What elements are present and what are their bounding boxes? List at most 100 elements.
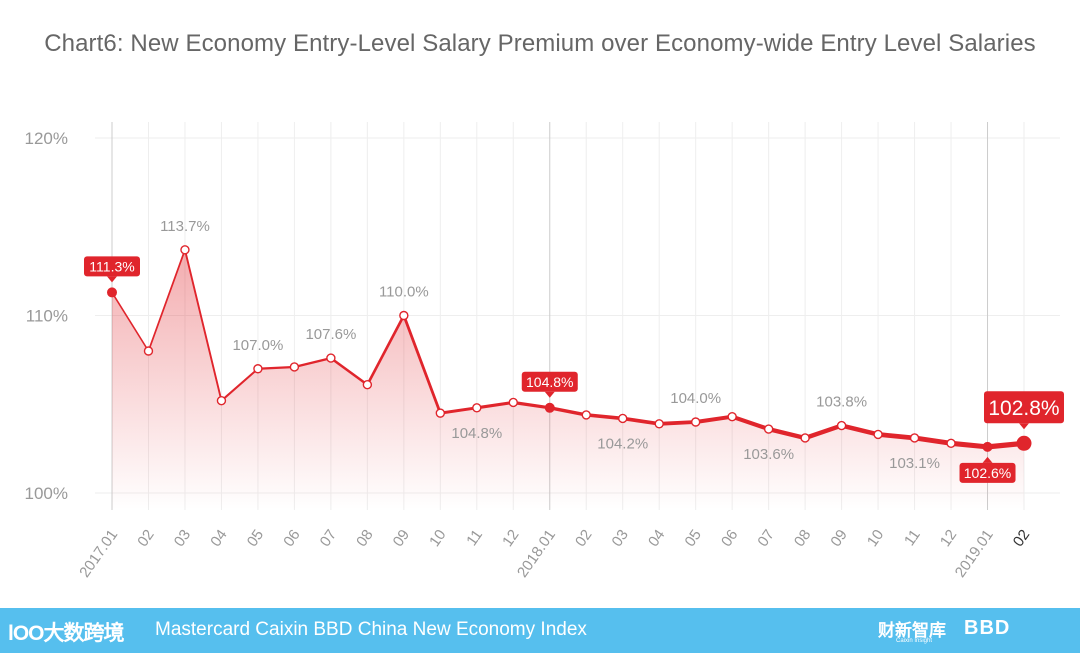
- x-tick-label: 03: [171, 527, 194, 550]
- data-point: [836, 420, 847, 431]
- x-tick-label: 05: [681, 527, 704, 550]
- data-label-badge: [959, 462, 1016, 483]
- dashuju-logo: lOO大数跨境: [8, 622, 125, 645]
- x-tick-label: 09: [390, 527, 413, 550]
- data-label: 104.0%: [670, 390, 721, 407]
- data-label-badge-pointer: [982, 456, 993, 463]
- x-tick-label: 08: [791, 527, 814, 550]
- data-point: [253, 364, 263, 374]
- x-tick-label: 04: [207, 527, 230, 550]
- x-tick-label: 09: [827, 527, 850, 550]
- data-points: [107, 245, 1032, 452]
- x-tick-label: 10: [864, 527, 887, 550]
- x-tick-label: 06: [718, 527, 741, 550]
- data-point: [289, 362, 300, 372]
- y-tick-label: 110%: [26, 307, 68, 326]
- line-segment: [657, 420, 698, 426]
- x-tick-label: 05: [244, 527, 267, 550]
- data-label-badge-pointer: [1019, 423, 1029, 430]
- footer-bar: lOO大数跨境 Mastercard Caixin BBD China New …: [0, 608, 1080, 653]
- x-tick-label: 2018.01: [514, 527, 559, 581]
- x-tick-label: 04: [645, 527, 668, 550]
- y-tick-label: 100%: [25, 484, 68, 503]
- line-segment: [584, 413, 625, 421]
- line-segment: [184, 248, 223, 402]
- bbd-logo: BBD: [964, 617, 1011, 639]
- line-segment: [475, 400, 515, 410]
- line-segment: [766, 426, 808, 441]
- area-path: [112, 249, 1024, 510]
- series-line: [111, 248, 1027, 450]
- data-point: [216, 396, 227, 406]
- data-point: [143, 346, 154, 356]
- chart-title: Chart6: New Economy Entry-Level Salary P…: [44, 30, 1036, 57]
- data-label-badge: [521, 371, 578, 392]
- data-point: [362, 380, 373, 390]
- line-segment: [111, 291, 150, 352]
- x-tick-label: 12: [937, 527, 960, 550]
- data-point: [618, 413, 628, 424]
- caixin-logo-subtitle: Caixin Insight: [896, 638, 933, 644]
- data-label: 104.8%: [526, 374, 573, 390]
- x-tick-label: 03: [608, 527, 631, 550]
- data-point: [472, 403, 482, 413]
- data-label: 113.7%: [160, 218, 210, 235]
- data-point: [326, 353, 336, 363]
- data-point: [690, 417, 701, 427]
- data-point: [763, 424, 774, 434]
- line-segment: [438, 406, 479, 415]
- line-segment: [802, 423, 844, 441]
- line-segment: [402, 314, 442, 415]
- data-label: 103.6%: [743, 446, 794, 463]
- line-segment: [220, 367, 259, 402]
- line-segment: [329, 356, 369, 386]
- data-point: [435, 408, 446, 418]
- data-labels: 111.3% 113.7% 107.0% 107.6% 110.0% 104.8% 104.…: [84, 218, 1064, 483]
- data-label: 111.3%: [89, 258, 134, 274]
- line-segment: [693, 414, 735, 424]
- line-segment: [730, 414, 771, 432]
- x-tick-label: 2017.01: [76, 527, 121, 581]
- data-label-badge-pointer: [107, 276, 117, 283]
- x-tick-label: 02: [572, 527, 595, 550]
- line-segment: [366, 314, 406, 387]
- x-tick-label: 02: [134, 527, 157, 550]
- data-label: 104.8%: [451, 425, 502, 442]
- data-point: [800, 433, 810, 443]
- data-point: [654, 419, 664, 429]
- line-segment: [620, 416, 662, 426]
- x-tick-label: 12: [499, 527, 522, 550]
- data-point: [508, 397, 518, 408]
- data-label: 102.8%: [988, 397, 1059, 420]
- data-label: 103.8%: [816, 394, 867, 411]
- caixin-logo: 财新智库: [878, 621, 946, 640]
- data-label-badge-pointer: [544, 391, 555, 398]
- footer-index-name: Mastercard Caixin BBD China New Economy …: [155, 619, 587, 640]
- line-segment: [875, 432, 917, 441]
- line-chart: 111.3% 113.7% 107.0% 107.6% 110.0% 104.8% 104.…: [25, 122, 1064, 581]
- data-label-badge: [84, 256, 140, 277]
- data-label: 107.6%: [305, 326, 356, 343]
- data-label-badge: [984, 391, 1064, 424]
- x-tick-label: 07: [317, 527, 340, 550]
- data-point: [909, 433, 920, 443]
- x-tick-label: 06: [280, 527, 303, 550]
- data-point: [982, 441, 993, 452]
- line-segment: [948, 440, 991, 450]
- data-point: [581, 410, 591, 420]
- x-tick-label: 2019.01: [952, 527, 997, 581]
- x-tick-label: 07: [754, 527, 777, 550]
- line-segment: [147, 248, 186, 352]
- data-point: [1016, 435, 1032, 451]
- data-label: 110.0%: [379, 284, 429, 301]
- data-point: [107, 287, 117, 298]
- data-point: [946, 438, 956, 448]
- data-label: 104.2%: [597, 435, 648, 452]
- x-tick-label: 02: [1010, 527, 1033, 550]
- data-point: [180, 245, 190, 255]
- line-segment: [839, 423, 881, 437]
- data-point: [399, 310, 409, 321]
- data-label: 102.6%: [964, 465, 1011, 481]
- x-tick-label: 11: [463, 527, 486, 550]
- line-segment: [511, 400, 552, 410]
